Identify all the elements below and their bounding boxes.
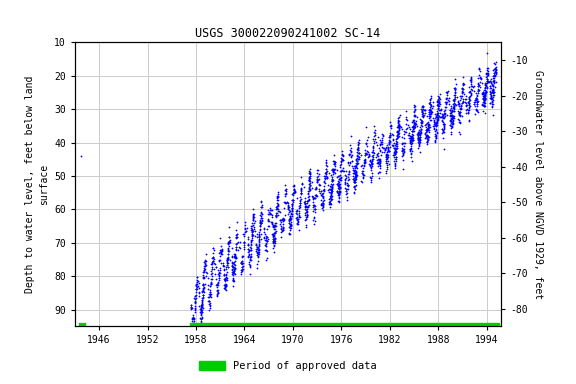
Y-axis label: Depth to water level, feet below land
surface: Depth to water level, feet below land su… [25, 76, 48, 293]
Y-axis label: Groundwater level above NGVD 1929, feet: Groundwater level above NGVD 1929, feet [533, 70, 543, 299]
Legend: Period of approved data: Period of approved data [195, 356, 381, 375]
Title: USGS 300022090241002 SC-14: USGS 300022090241002 SC-14 [195, 26, 381, 40]
